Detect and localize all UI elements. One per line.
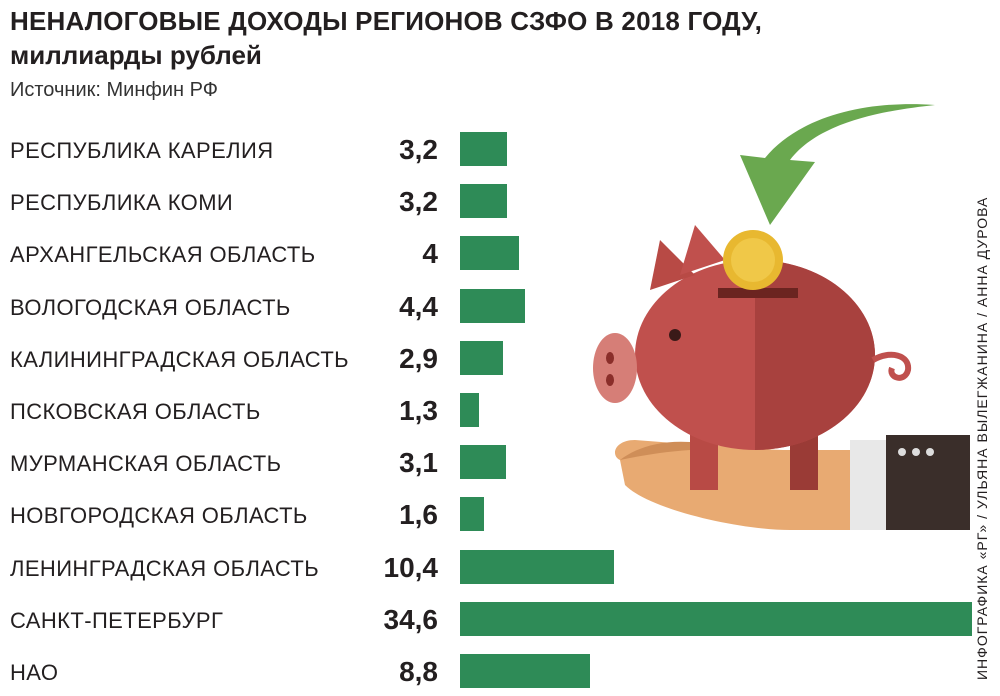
category-label: КАЛИНИНГРАДСКАЯ ОБЛАСТЬ [10, 346, 350, 372]
bar [460, 184, 507, 219]
category-label: ЛЕНИНГРАДСКАЯ ОБЛАСТЬ [10, 555, 320, 581]
category-label: РЕСПУБЛИКА КОМИ [10, 190, 234, 216]
category-label: САНКТ-ПЕТЕРБУРГ [10, 607, 224, 633]
category-label: НОВГОРОДСКАЯ ОБЛАСТЬ [10, 503, 308, 529]
chart-source: Источник: Минфин РФ [10, 79, 218, 101]
category-label: ВОЛОГОДСКАЯ ОБЛАСТЬ [10, 294, 291, 320]
value-label: 34,6 [383, 603, 439, 635]
bar [460, 236, 519, 271]
value-label: 1,3 [399, 395, 438, 426]
value-label: 3,1 [399, 447, 438, 479]
bar [460, 549, 614, 584]
bar [460, 393, 479, 427]
sleeve [850, 440, 886, 530]
bar [460, 288, 525, 323]
arrow-icon [740, 104, 935, 225]
bar [460, 445, 506, 480]
bar [460, 132, 507, 166]
category-label: АРХАНГЕЛЬСКАЯ ОБЛАСТЬ [10, 242, 316, 268]
value-label: 10,4 [383, 551, 439, 583]
value-label: 2,9 [399, 342, 438, 374]
piggy-bank-illustration [593, 104, 970, 530]
category-label: МУРМАНСКАЯ ОБЛАСТЬ [10, 451, 282, 477]
value-label: 4 [422, 238, 438, 270]
value-label: 8,8 [399, 656, 438, 687]
bar [460, 497, 484, 532]
category-label: НАО [10, 660, 59, 685]
category-label: РЕСПУБЛИКА КАРЕЛИЯ [10, 138, 274, 163]
infographic-credit: ИНФОГРАФИКА «РГ» / УЛЬЯНА ВЫЛЕГЖАНИНА / … [974, 196, 990, 680]
value-label: 1,6 [399, 499, 438, 531]
chart-title: НЕНАЛОГОВЫЕ ДОХОДЫ РЕГИОНОВ СЗФО В 2018 … [10, 6, 763, 36]
bar [460, 601, 972, 636]
bar [460, 654, 590, 688]
value-label: 3,2 [399, 186, 438, 218]
chart-unit: миллиарды рублей [10, 40, 262, 70]
value-label: 4,4 [399, 290, 438, 322]
value-label: 3,2 [399, 134, 438, 165]
bar [460, 340, 503, 375]
category-label: ПСКОВСКАЯ ОБЛАСТЬ [10, 399, 261, 424]
